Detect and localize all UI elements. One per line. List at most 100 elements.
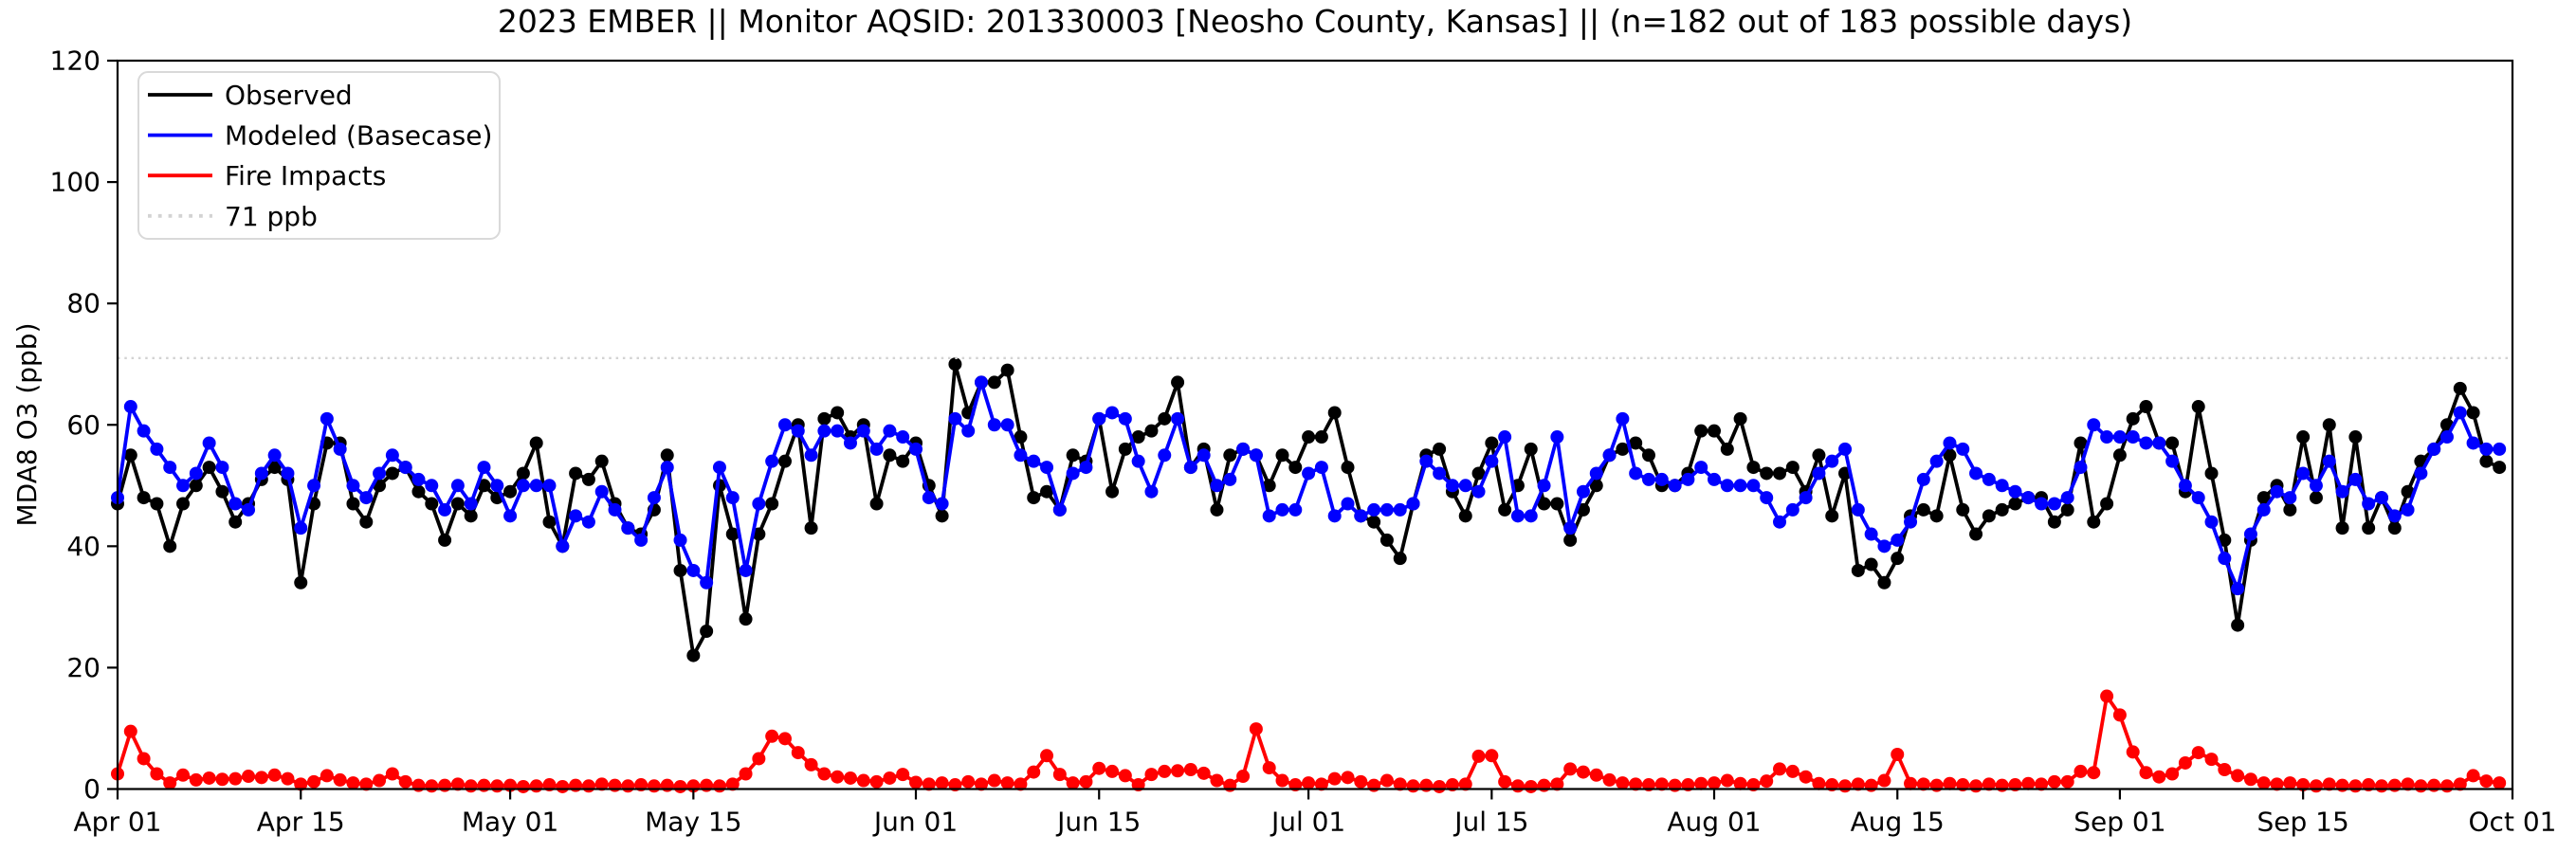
modeled-point [2387, 509, 2402, 523]
modeled-point [883, 424, 897, 438]
observed-point [673, 563, 687, 577]
observed-point [2322, 418, 2336, 432]
observed-point [1498, 502, 1512, 517]
modeled-point [2243, 527, 2257, 541]
fire-point [346, 776, 360, 790]
modeled-point [1799, 491, 1813, 505]
observed-point [1851, 563, 1865, 577]
modeled-point [621, 521, 635, 535]
fire-point [163, 776, 177, 790]
modeled-point [1681, 472, 1695, 486]
fire-point [333, 772, 347, 787]
modeled-point [2178, 479, 2192, 493]
modeled-point [1891, 533, 1905, 547]
observed-point [1969, 527, 1983, 541]
observed-point [411, 484, 426, 499]
observed-point [1288, 461, 1303, 475]
fire-point [1510, 779, 1525, 793]
modeled-point [2126, 430, 2140, 445]
fire-point [150, 767, 164, 781]
fire-point [385, 767, 399, 781]
fire-point [739, 767, 753, 781]
observed-point [1537, 497, 1551, 511]
modeled-point [856, 424, 870, 438]
fire-point [1576, 765, 1590, 779]
modeled-point [1275, 502, 1289, 517]
fire-point [1341, 771, 1355, 785]
fire-point [1092, 761, 1106, 775]
fire-point [294, 777, 308, 791]
fire-point [2309, 779, 2323, 793]
modeled-point [202, 436, 216, 450]
fire-impacts-line [111, 689, 2507, 793]
observed-point [1223, 448, 1237, 463]
fire-point [1733, 776, 1747, 790]
modeled-point [1524, 509, 1538, 523]
observed-point [817, 411, 831, 426]
observed-point [660, 448, 674, 463]
modeled-point [176, 479, 191, 493]
fire-point [2152, 770, 2166, 784]
observed-point [2191, 400, 2205, 414]
observed-point [1694, 424, 1708, 438]
modeled-point [490, 479, 504, 493]
modeled-point [1851, 502, 1865, 517]
observed-point [1485, 436, 1499, 450]
observed-point [1171, 375, 1185, 390]
fire-point [1982, 777, 1996, 791]
modeled-point [2139, 436, 2153, 450]
modeled-point [1589, 466, 1603, 481]
fire-point [765, 729, 779, 743]
modeled-point [1419, 454, 1434, 468]
fire-point [1040, 749, 1054, 763]
modeled-point [1733, 479, 1747, 493]
observed-point [1641, 448, 1655, 463]
fire-point [869, 774, 884, 789]
observed-point [1314, 430, 1328, 445]
modeled-point [1498, 430, 1512, 445]
fire-point [1471, 749, 1486, 763]
fire-point [1393, 777, 1407, 791]
modeled-point [1131, 454, 1145, 468]
fire-point [1969, 779, 1983, 793]
modeled-point [2439, 430, 2454, 445]
modeled-point [2100, 430, 2114, 445]
modeled-point [1602, 448, 1617, 463]
observed-point [1916, 502, 1930, 517]
observed-point [1158, 411, 1172, 426]
legend-label: 71 ppb [225, 201, 318, 232]
fire-point [2453, 777, 2467, 791]
modeled-point [2231, 582, 2245, 596]
fire-point [242, 770, 256, 784]
modeled-point [1785, 502, 1800, 517]
observed-point [883, 448, 897, 463]
modeled-point [1510, 509, 1525, 523]
modeled-point [1616, 411, 1630, 426]
x-tick-label: Sep 01 [2074, 807, 2165, 838]
y-tick-label: 40 [66, 531, 100, 562]
modeled-point [961, 424, 976, 438]
modeled-point [1943, 436, 1957, 450]
x-tick-label: Jun 01 [872, 807, 958, 838]
observed-point [1616, 442, 1630, 456]
fire-point [777, 732, 792, 746]
fire-point [1236, 770, 1251, 784]
x-tick-label: May 15 [645, 807, 741, 838]
modeled-point [1288, 502, 1303, 517]
legend-label: Modeled (Basecase) [225, 120, 492, 152]
modeled-point [2035, 497, 2049, 511]
observed-point [1589, 479, 1603, 493]
modeled-point [673, 533, 687, 547]
fire-point [2165, 767, 2180, 781]
modeled-point [438, 502, 452, 517]
modeled-point [2296, 466, 2311, 481]
observed-point [1864, 557, 1878, 572]
fire-point [189, 772, 203, 787]
observed-point [202, 461, 216, 475]
modeled-point [2374, 491, 2388, 505]
modeled-point [791, 424, 805, 438]
modeled-point [320, 411, 334, 426]
modeled-point [1393, 502, 1407, 517]
modeled-point [1354, 509, 1368, 523]
fire-point [2178, 755, 2192, 770]
